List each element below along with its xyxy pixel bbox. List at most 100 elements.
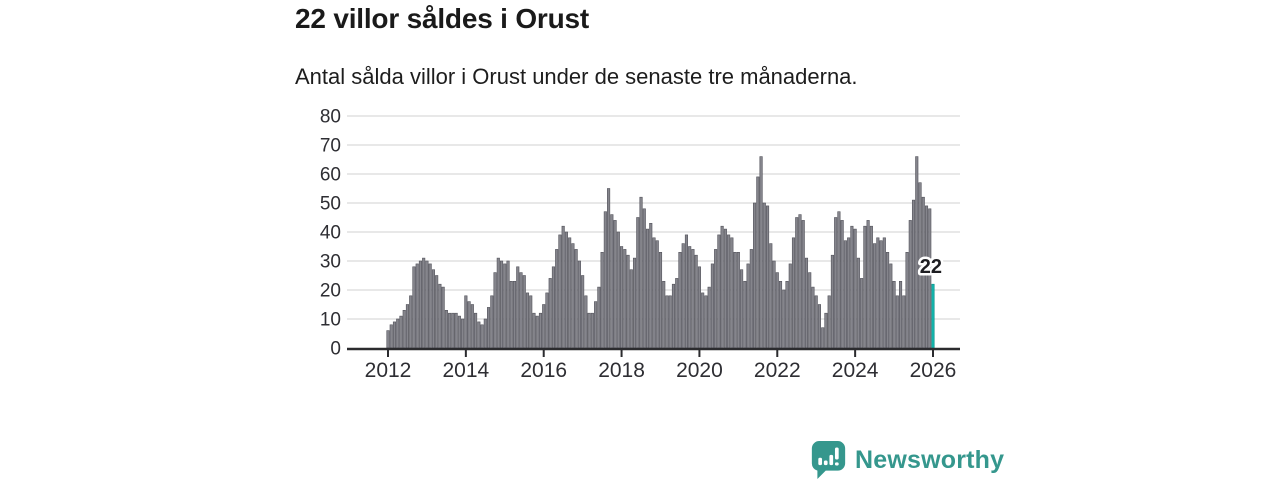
- bar: [889, 263, 893, 349]
- bar: [483, 318, 487, 349]
- bar: [869, 225, 873, 349]
- bar: [915, 156, 919, 349]
- bar: [788, 263, 792, 349]
- bar: [467, 301, 471, 349]
- bar: [791, 237, 796, 349]
- bar: [555, 249, 559, 349]
- bar: [632, 257, 637, 349]
- bar: [649, 223, 653, 349]
- bar: [581, 275, 585, 349]
- bar: [548, 278, 552, 349]
- bar: [610, 214, 614, 349]
- highlighted-current-bar: [931, 283, 935, 349]
- bar: [451, 312, 455, 349]
- bar: [908, 220, 912, 349]
- bar: [691, 249, 695, 349]
- bar: [701, 292, 705, 349]
- bar: [749, 249, 753, 349]
- bar: [801, 220, 805, 349]
- bar: [743, 280, 747, 349]
- bar: [765, 205, 770, 349]
- bar: [678, 252, 682, 349]
- bar: [525, 292, 530, 349]
- bar: [655, 240, 659, 349]
- y-tick-label: 30: [320, 252, 341, 273]
- bar: [438, 283, 442, 349]
- bar: [629, 269, 633, 349]
- bar: [658, 252, 663, 349]
- bar: [850, 225, 854, 349]
- bar: [886, 252, 890, 349]
- bar: [778, 280, 783, 349]
- bar: [441, 286, 445, 349]
- bar: [564, 231, 568, 349]
- newsworthy-branding: Newsworthy: [810, 440, 1004, 480]
- bar: [707, 286, 711, 349]
- bar: [740, 269, 744, 349]
- bar: [873, 243, 877, 349]
- bar: [843, 240, 847, 349]
- bar: [853, 228, 857, 349]
- x-tick-label: 2022: [754, 359, 801, 382]
- bar: [753, 202, 757, 349]
- y-tick-label: 60: [320, 165, 341, 186]
- bar: [418, 260, 422, 349]
- bar: [671, 283, 676, 349]
- bar: [597, 286, 601, 349]
- bar: [688, 246, 692, 349]
- bar: [727, 234, 731, 349]
- x-tick-label: 2018: [598, 359, 645, 382]
- bar: [584, 295, 588, 349]
- bar: [594, 301, 598, 349]
- bar: [435, 275, 439, 349]
- bar: [470, 304, 474, 349]
- bar: [811, 286, 815, 349]
- y-tick-label: 80: [320, 107, 341, 128]
- bar: [600, 252, 604, 349]
- y-tick-label: 10: [320, 310, 341, 331]
- bar: [474, 312, 478, 349]
- monthly-bars: [386, 156, 935, 349]
- bar: [866, 220, 870, 349]
- bar: [730, 237, 734, 349]
- bar: [895, 295, 899, 349]
- bar: [762, 202, 766, 349]
- bar: [454, 312, 458, 349]
- bar: [736, 252, 740, 349]
- bar: [464, 295, 468, 349]
- bar: [824, 312, 828, 349]
- bar: [399, 315, 403, 349]
- y-axis: 0 10 20 30 40 50 60 70 80: [320, 107, 341, 360]
- bar: [795, 217, 799, 349]
- bar: [616, 231, 620, 349]
- bar: [613, 220, 617, 349]
- x-tick-label: 2014: [442, 359, 489, 382]
- bar: [561, 225, 565, 349]
- bar: [542, 304, 546, 349]
- bar: [503, 263, 507, 349]
- bar: [422, 257, 426, 349]
- bar: [571, 243, 575, 349]
- bar: [892, 280, 896, 349]
- bar: [493, 272, 497, 349]
- bar: [506, 260, 510, 349]
- y-tick-label: 20: [320, 281, 341, 302]
- bar: [808, 272, 812, 349]
- bar: [389, 324, 393, 349]
- bar: [490, 295, 494, 349]
- bar: [529, 295, 533, 349]
- bar: [821, 327, 825, 349]
- newsworthy-wordmark: Newsworthy: [855, 445, 1005, 474]
- x-tick-label: 2012: [365, 359, 412, 382]
- bar: [756, 176, 760, 349]
- bar: [428, 263, 432, 349]
- bar: [723, 228, 727, 349]
- chart-title: 22 villor såldes i Orust: [295, 3, 589, 34]
- bar: [642, 208, 646, 349]
- bar: [840, 220, 844, 349]
- bar: [697, 266, 701, 349]
- bar: [720, 225, 724, 349]
- bar: [684, 234, 689, 349]
- bar: [668, 295, 672, 349]
